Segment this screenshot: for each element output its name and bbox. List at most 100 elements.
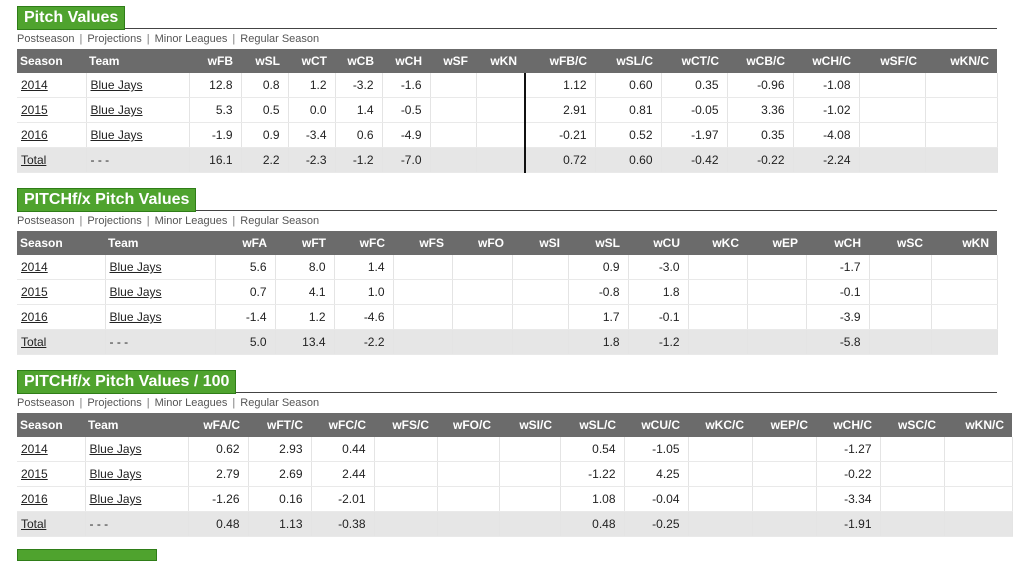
column-header-wsf-c[interactable]: wSF/C [859,49,925,73]
column-header-team[interactable]: Team [85,413,188,437]
column-header-season[interactable]: Season [17,231,105,255]
column-header-wep[interactable]: wEP [747,231,806,255]
subnav-link-projections[interactable]: Projections [87,33,142,45]
column-header-wsi-c[interactable]: wSI/C [499,413,560,437]
column-header-season[interactable]: Season [17,49,86,73]
team-cell[interactable]: Blue Jays [105,304,216,330]
column-header-wch[interactable]: wCH [806,231,869,255]
column-header-wct-c[interactable]: wCT/C [661,49,727,73]
column-header-wkn[interactable]: wKN [931,231,997,255]
column-header-wct[interactable]: wCT [288,49,335,73]
stat-cell: 0.35 [727,122,794,148]
team-cell[interactable]: Blue Jays [86,97,190,123]
stat-cell [452,255,513,280]
stat-cell: -0.1 [628,304,689,330]
column-header-wfa-c[interactable]: wFA/C [188,413,248,437]
season-link[interactable]: 2016 [17,304,106,330]
subnav-link-projections[interactable]: Projections [87,397,142,409]
subnav-link-minor-leagues[interactable]: Minor Leagues [154,33,228,45]
subnav-link-regular-season[interactable]: Regular Season [240,215,320,227]
column-header-wcu-c[interactable]: wCU/C [624,413,688,437]
team-cell: - - - [105,329,216,355]
stat-cell: 1.2 [288,73,336,98]
subnav-link-postseason[interactable]: Postseason [17,215,75,227]
column-header-wsl-c[interactable]: wSL/C [560,413,624,437]
team-cell[interactable]: Blue Jays [86,122,190,148]
season-link[interactable]: Total [17,329,106,355]
stat-cell [747,255,807,280]
column-header-wch-c[interactable]: wCH/C [793,49,859,73]
stat-cell: -0.5 [382,97,431,123]
column-header-wfb[interactable]: wFB [189,49,241,73]
stat-cell: -3.9 [806,304,870,330]
header-row: Season Team wFB wSL wCT wCB wCH wSF wKN wFB/C wSL/… [17,49,997,73]
stat-cell: 2.93 [248,437,312,462]
subnav-link-minor-leagues[interactable]: Minor Leagues [154,215,228,227]
stat-cell: 2.91 [525,97,596,123]
column-header-wft-c[interactable]: wFT/C [248,413,311,437]
stat-cell [476,147,526,173]
column-header-wfb-c[interactable]: wFB/C [525,49,595,73]
stat-cell: 2.69 [248,461,312,487]
column-header-wkn-c[interactable]: wKN/C [944,413,1012,437]
column-header-wch-c[interactable]: wCH/C [816,413,880,437]
column-header-wsc-c[interactable]: wSC/C [880,413,944,437]
column-header-wcb-c[interactable]: wCB/C [727,49,793,73]
team-cell[interactable]: Blue Jays [85,437,189,462]
season-link[interactable]: 2016 [17,122,87,148]
season-link[interactable]: Total [17,147,87,173]
stat-cell: -3.34 [816,486,881,512]
subnav-link-projections[interactable]: Projections [87,215,142,227]
column-header-wfo-c[interactable]: wFO/C [437,413,499,437]
column-header-wfc-c[interactable]: wFC/C [311,413,374,437]
season-link[interactable]: 2014 [17,437,86,462]
column-header-wsi[interactable]: wSI [512,231,568,255]
column-header-wsl[interactable]: wSL [241,49,288,73]
stat-cell: 0.44 [311,437,375,462]
column-header-wkn[interactable]: wKN [476,49,525,73]
column-header-wft[interactable]: wFT [275,231,334,255]
column-header-wfs-c[interactable]: wFS/C [374,413,437,437]
season-link[interactable]: 2014 [17,73,87,98]
column-header-team[interactable]: Team [86,49,189,73]
team-cell[interactable]: Blue Jays [85,461,189,487]
team-cell[interactable]: Blue Jays [105,279,216,305]
subnav-link-regular-season[interactable]: Regular Season [240,397,320,409]
column-header-wch[interactable]: wCH [382,49,430,73]
column-header-wsl-c[interactable]: wSL/C [595,49,661,73]
team-cell[interactable]: Blue Jays [105,255,216,280]
subnav-link-postseason[interactable]: Postseason [17,397,75,409]
column-header-wkn-c[interactable]: wKN/C [925,49,997,73]
column-header-wfa[interactable]: wFA [215,231,275,255]
team-cell[interactable]: Blue Jays [85,486,189,512]
column-header-wfc[interactable]: wFC [334,231,393,255]
stat-cell [880,437,945,462]
column-header-wfs[interactable]: wFS [393,231,452,255]
subnav-link-postseason[interactable]: Postseason [17,33,75,45]
season-link[interactable]: 2016 [17,486,86,512]
column-header-wfo[interactable]: wFO [452,231,512,255]
subnav-link-regular-season[interactable]: Regular Season [240,33,320,45]
column-header-wsf[interactable]: wSF [430,49,476,73]
column-header-team[interactable]: Team [105,231,215,255]
column-header-wkc[interactable]: wKC [688,231,747,255]
stat-cell: 1.4 [335,97,383,123]
column-header-wep-c[interactable]: wEP/C [752,413,816,437]
season-link[interactable]: Total [17,511,86,537]
pitchfx-per100-table: Season Team wFA/C wFT/C wFC/C wFS/C wFO/C wSI/C… [17,413,1013,537]
table-row: 2014 Blue Jays 5.6 8.0 1.4 0.9 -3.0 -1.7 [17,255,998,280]
season-link[interactable]: 2015 [17,461,86,487]
subnav-link-minor-leagues[interactable]: Minor Leagues [154,397,228,409]
column-header-wsc[interactable]: wSC [869,231,931,255]
column-header-wcb[interactable]: wCB [335,49,382,73]
stat-cell [430,122,477,148]
stat-cell [393,329,453,355]
season-link[interactable]: 2014 [17,255,106,280]
column-header-wcu[interactable]: wCU [628,231,688,255]
column-header-wsl[interactable]: wSL [568,231,628,255]
column-header-wkc-c[interactable]: wKC/C [688,413,752,437]
season-link[interactable]: 2015 [17,279,106,305]
season-link[interactable]: 2015 [17,97,87,123]
team-cell[interactable]: Blue Jays [86,73,190,98]
column-header-season[interactable]: Season [17,413,85,437]
